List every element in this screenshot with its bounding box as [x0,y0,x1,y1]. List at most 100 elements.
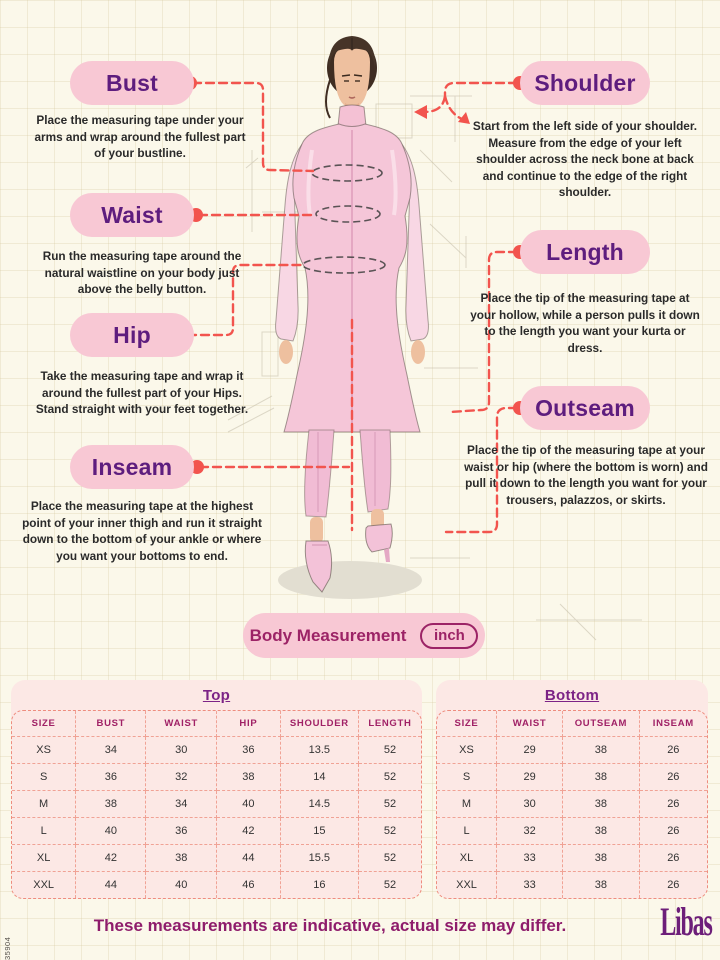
callout-title: Hip [113,321,151,348]
col-header: WAIST [497,711,564,737]
callout-pill-inseam: Inseam [70,445,194,489]
cell: S [12,764,77,791]
col-header: SIZE [12,711,77,737]
cell: 26 [639,818,707,845]
callout-description-length: Place the tip of the measuring tape at y… [470,291,700,355]
callout-title: Waist [101,201,163,228]
cell: 33 [497,845,564,872]
cell: 44 [76,872,147,898]
cell: 13.5 [280,737,359,764]
cell: 36 [146,818,217,845]
bottom-table-title: Bottom [544,687,600,704]
cell: 15.5 [280,845,359,872]
top-size-card: Top SIZE BUST WAIST HIP SHOULDER LENGTH … [11,680,422,899]
cell: 38 [563,872,640,898]
table-row: XL 33 38 26 [437,845,707,872]
brand-logo: Libas [660,899,714,944]
callout-description-waist: Run the measuring tape around the natura… [42,249,242,297]
cell: 52 [358,791,421,818]
cell: 40 [146,872,217,898]
callout-description-outseam: Place the tip of the measuring tape at y… [464,443,708,507]
fashion-figure [275,36,429,593]
cell: 26 [639,737,707,764]
table-row: M 38 34 40 14.5 52 [12,791,421,818]
cell: 30 [146,737,217,764]
cell: XL [12,845,77,872]
cell: 52 [358,737,421,764]
callout-title: Bust [106,69,158,96]
cell: 38 [76,791,147,818]
cell: 29 [497,737,564,764]
cell: 26 [667,879,680,891]
table-header-row: SIZE WAIST OUTSEAM INSEAM [437,711,707,737]
callout-title: Shoulder [534,69,636,96]
table-row: S 29 38 26 [437,764,707,791]
cell: XS [12,737,77,764]
cell: 38 [217,764,281,791]
callout-description-inseam: Place the measuring tape at the highest … [22,499,262,563]
cell: 26 [639,845,707,872]
cell: 34 [76,737,147,764]
cell: 16 [281,872,359,898]
col-header: INSEAM [639,711,707,737]
cell: 38 [146,845,217,872]
callout-title: Outseam [535,394,635,421]
bottom-size-card: Bottom SIZE WAIST OUTSEAM INSEAM XS 29 3… [436,680,708,899]
cell: 38 [563,845,640,872]
table-row: L 40 36 42 15 52 [12,818,421,845]
callout-pill-outseam: Outseam [520,386,650,430]
callout-pill-shoulder: Shoulder [520,61,650,105]
cell: 52 [358,818,421,845]
cell: XL [437,845,498,872]
col-header: HIP [217,711,281,737]
cell: 40 [217,791,281,818]
cell: 42 [217,818,281,845]
top-size-table: SIZE BUST WAIST HIP SHOULDER LENGTH XS 3… [11,710,422,899]
cell: XS [437,737,498,764]
bottom-size-table: SIZE WAIST OUTSEAM INSEAM XS 29 38 26 S … [436,710,708,899]
cell: 36 [217,737,281,764]
body-measurement-bar: Body Measurement inch [243,613,485,658]
cell: XXL [437,872,498,898]
cell: 32 [497,818,564,845]
measure-ellipses [302,164,386,274]
table-row: XS 34 30 36 13.5 52 [12,737,421,764]
col-header: BUST [76,711,147,737]
cell: 14 [280,764,359,791]
callout-pill-waist: Waist [70,193,194,237]
body-measurement-label: Body Measurement [249,625,407,645]
floor-shadow [278,561,422,599]
connector-arrowheads [414,105,470,124]
callout-pill-length: Length [520,230,650,274]
callout-description-bust: Place the measuring tape under your arms… [34,113,246,161]
cell: 14.5 [280,791,359,818]
cell: M [437,791,498,818]
cell: 46 [217,872,281,898]
cell: 52 [358,764,421,791]
cell: 38 [563,818,640,845]
cell: L [437,818,498,845]
cell: 26 [639,764,707,791]
disclaimer-text: These measurements are indicative, actua… [93,916,567,935]
cell: 26 [639,791,707,818]
table-row: XXL 33 38 26 [437,872,707,898]
cell: 32 [146,764,217,791]
cell: 44 [217,845,281,872]
table-row: XS 29 38 26 [437,737,707,764]
col-header: OUTSEAM [563,711,640,737]
shoulder-connector [422,81,519,122]
callout-description-shoulder: Start from the left side of your shoulde… [472,119,698,200]
cell: 33 [497,872,564,898]
table-row: M 30 38 26 [437,791,707,818]
callout-pill-hip: Hip [70,313,194,357]
cell: M [12,791,77,818]
table-row: XL 42 38 44 15.5 52 [12,845,421,872]
callout-description-hip: Take the measuring tape and wrap it arou… [35,369,249,417]
callout-title: Inseam [91,453,173,480]
callout-pill-bust: Bust [70,61,194,105]
top-table-title: Top [202,687,231,704]
cell: 36 [76,764,147,791]
cell: 52 [358,845,421,872]
cell: 34 [146,791,217,818]
